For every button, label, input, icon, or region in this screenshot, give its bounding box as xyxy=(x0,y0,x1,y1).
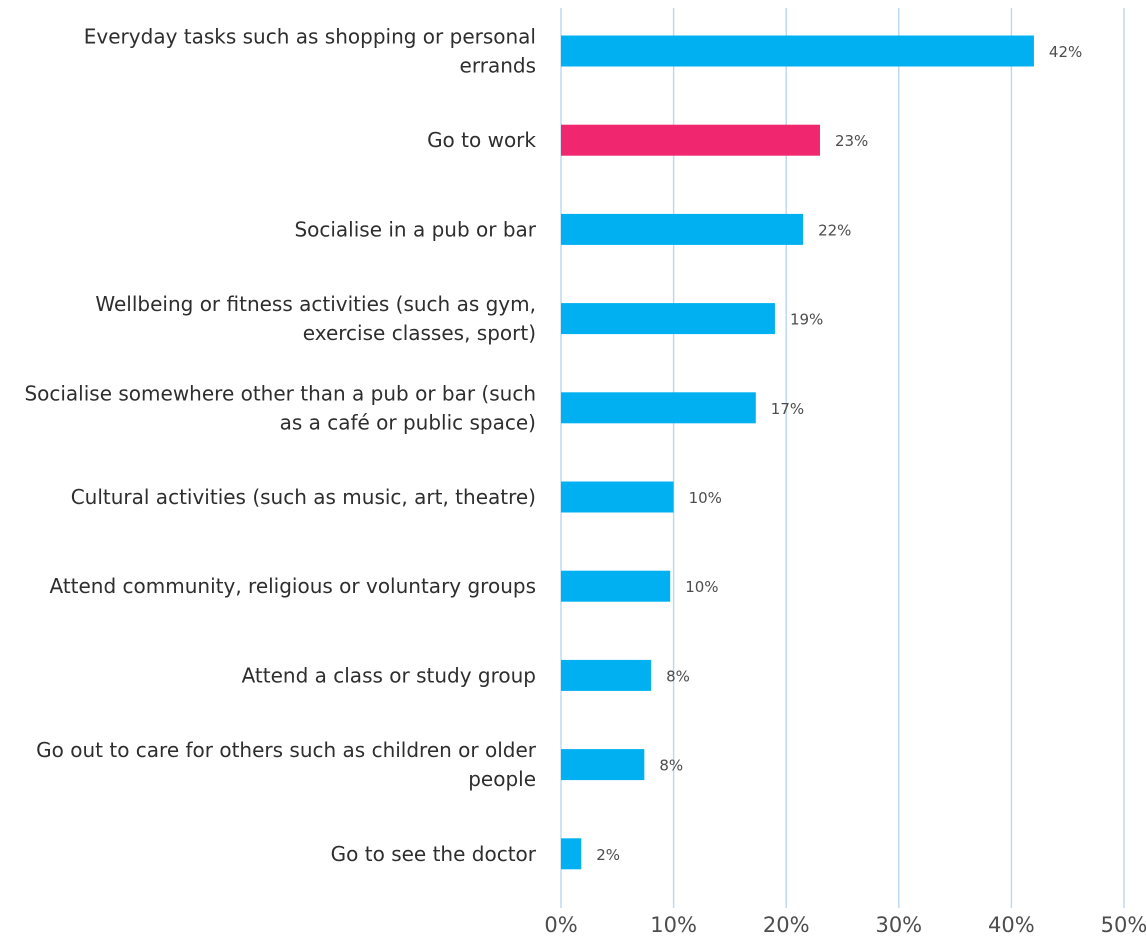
category-label: Attend a class or study group xyxy=(242,663,536,687)
category-label: as a café or public space) xyxy=(280,410,536,434)
bar xyxy=(561,125,820,156)
category-label: Socialise somewhere other than a pub or … xyxy=(24,381,536,405)
data-label: 10% xyxy=(685,578,718,596)
bar xyxy=(561,214,803,245)
bar xyxy=(561,660,651,691)
category-label: errands xyxy=(460,54,536,78)
value-labels: 42% 23% 22% 19% 17% 10% 10% 8% 8% 2% xyxy=(596,43,1082,864)
x-tick-label: 30% xyxy=(875,913,922,937)
category-label: Go to work xyxy=(427,128,536,152)
bar xyxy=(561,482,674,513)
category-label: Go to see the doctor xyxy=(331,842,537,866)
category-label: Everyday tasks such as shopping or perso… xyxy=(84,25,536,49)
category-label: Cultural activities (such as music, art,… xyxy=(71,485,536,509)
x-tick-label: 40% xyxy=(988,913,1035,937)
data-label: 2% xyxy=(596,846,620,864)
data-label: 42% xyxy=(1049,43,1082,61)
data-label: 8% xyxy=(659,757,683,775)
data-label: 22% xyxy=(818,221,851,239)
category-labels: Everyday tasks such as shopping or perso… xyxy=(24,25,536,866)
bar xyxy=(561,36,1034,67)
category-label: Socialise in a pub or bar xyxy=(294,217,536,241)
x-tick-label: 10% xyxy=(650,913,697,937)
category-label: exercise classes, sport) xyxy=(303,321,536,345)
category-label: Attend community, religious or voluntary… xyxy=(49,574,536,598)
category-label: Wellbeing or fitness activities (such as… xyxy=(95,292,536,316)
data-label: 23% xyxy=(835,132,868,150)
data-label: 10% xyxy=(689,489,722,507)
data-label: 8% xyxy=(666,667,690,685)
bar xyxy=(561,392,756,423)
bar xyxy=(561,571,670,602)
data-label: 19% xyxy=(790,311,823,329)
x-tick-label: 0% xyxy=(544,913,577,937)
category-label: Go out to care for others such as childr… xyxy=(36,738,537,762)
x-tick-label: 20% xyxy=(763,913,810,937)
data-label: 17% xyxy=(771,400,804,418)
bars xyxy=(561,36,1034,870)
bar xyxy=(561,303,775,334)
category-label: people xyxy=(468,767,536,791)
bar xyxy=(561,749,644,780)
bar xyxy=(561,838,581,869)
x-tick-label: 50% xyxy=(1101,913,1146,937)
x-axis-ticks: 0% 10% 20% 30% 40% 50% xyxy=(544,913,1146,937)
